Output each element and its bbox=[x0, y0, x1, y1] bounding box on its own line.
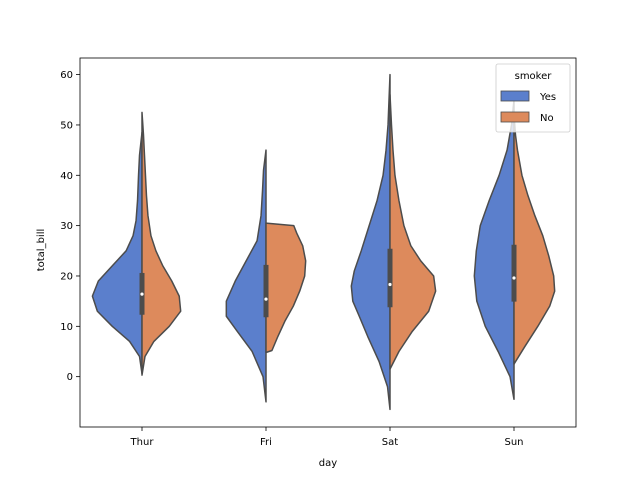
box-layer bbox=[139, 244, 517, 318]
median-marker-fri bbox=[264, 297, 268, 301]
median-marker-sun bbox=[512, 276, 516, 280]
legend-swatch-no bbox=[500, 111, 530, 123]
violin-sat-yes bbox=[350, 73, 391, 411]
legend-label-no: No bbox=[540, 113, 554, 124]
x-tick-label-sat: Sat bbox=[382, 437, 398, 448]
y-tick-label-0: 0 bbox=[67, 372, 73, 383]
violin-sun-yes bbox=[473, 99, 515, 401]
violin-thur-yes bbox=[91, 131, 143, 375]
y-tick-label-60: 60 bbox=[60, 70, 73, 81]
violins-layer bbox=[91, 73, 556, 411]
legend-swatch-yes bbox=[500, 90, 530, 102]
y-axis: 0 10 20 30 40 50 60 bbox=[60, 70, 80, 383]
y-axis-title: total_bill bbox=[36, 229, 47, 272]
y-tick-label-50: 50 bbox=[60, 120, 73, 131]
violin-sat-no bbox=[389, 93, 437, 370]
violin-fri-yes bbox=[225, 149, 267, 403]
x-tick-label-sun: Sun bbox=[504, 437, 523, 448]
legend-title: smoker bbox=[515, 71, 553, 82]
plot-frame bbox=[79, 57, 577, 428]
median-marker-thur bbox=[140, 292, 144, 296]
x-axis-title: day bbox=[319, 458, 337, 469]
x-tick-label-thur: Thur bbox=[130, 437, 155, 448]
x-tick-label-fri: Fri bbox=[260, 437, 272, 448]
violin-fri-no bbox=[265, 222, 307, 354]
x-axis: Thur Fri Sat Sun bbox=[130, 427, 524, 448]
violin-sun-no bbox=[513, 114, 556, 365]
median-marker-sat bbox=[388, 282, 392, 287]
y-tick-label-10: 10 bbox=[60, 322, 73, 333]
legend-label-yes: Yes bbox=[539, 92, 556, 103]
violin-thur-no bbox=[141, 111, 182, 376]
legend: smoker Yes No bbox=[495, 63, 571, 133]
y-tick-label-20: 20 bbox=[60, 271, 73, 282]
y-tick-label-30: 30 bbox=[60, 221, 73, 232]
y-tick-label-40: 40 bbox=[60, 171, 73, 182]
